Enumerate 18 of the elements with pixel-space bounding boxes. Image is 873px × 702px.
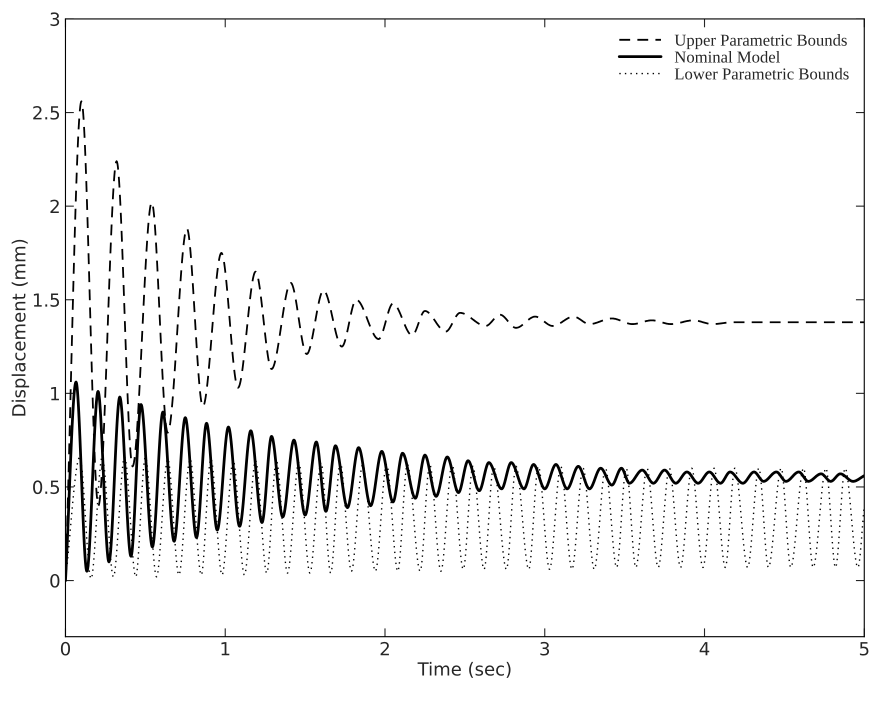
legend-label: Nominal Model xyxy=(674,50,780,63)
x-tick-label: 5 xyxy=(860,642,868,656)
x-tick-label: 4 xyxy=(700,642,710,656)
x-axis-title: Time (sec) xyxy=(418,662,511,678)
y-tick-label: 3 xyxy=(50,12,60,26)
y-tick-label: 2 xyxy=(50,200,59,214)
y-tick-label: 0 xyxy=(50,574,60,588)
x-tick-label: 2 xyxy=(380,642,389,656)
x-tick-label: 0 xyxy=(60,642,70,656)
y-tick-label: 0.5 xyxy=(33,480,60,494)
y-axis-title: Displacement (mm) xyxy=(12,240,30,416)
y-tick-label: 1 xyxy=(51,387,59,400)
y-tick-label: 2.5 xyxy=(33,106,60,120)
y-tick-label: 1.5 xyxy=(34,293,60,307)
x-tick-label: 1 xyxy=(221,642,230,656)
legend-label: Upper Parametric Bounds xyxy=(674,34,847,50)
x-tick-label: 3 xyxy=(540,642,550,656)
legend-label: Lower Parametric Bounds xyxy=(674,68,849,80)
